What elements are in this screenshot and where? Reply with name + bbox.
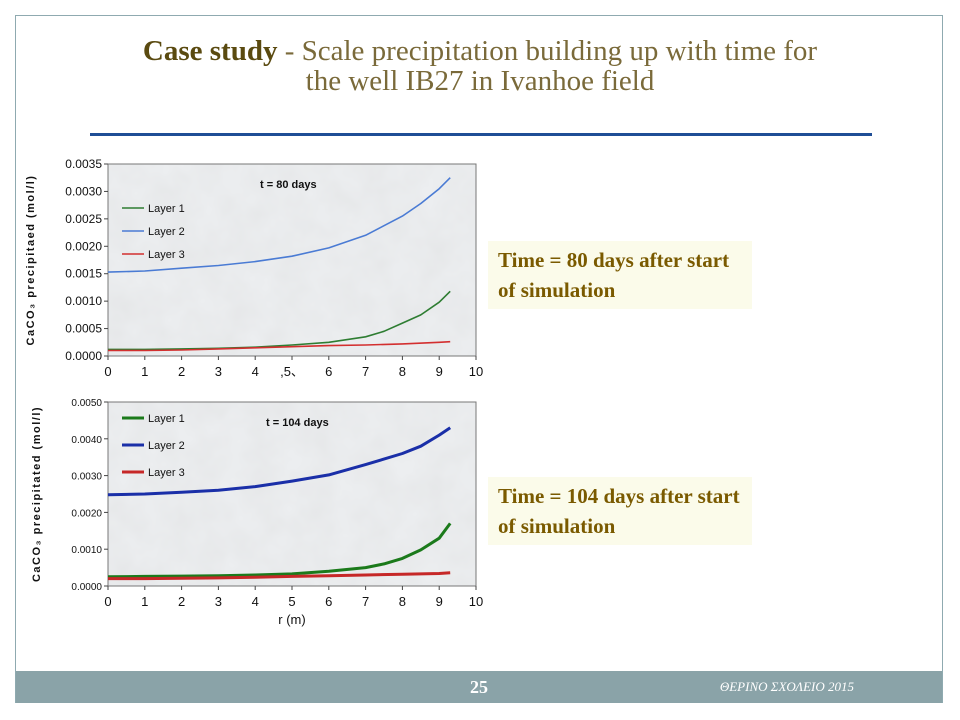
x-tick-label: ,5、 bbox=[280, 364, 304, 379]
chart-104-days: 0.0000 0.0010 0.0020 0.0030 0.0040 0.0050 0 1 2 3… bbox=[20, 392, 490, 647]
x-tick-label: 1 bbox=[141, 364, 148, 379]
series-line-layer-1 bbox=[108, 290, 451, 351]
chart-104-days-svg: 0.0000 0.0010 0.0020 0.0030 0.0040 0.0050 0 1 2 3… bbox=[31, 398, 483, 627]
y-tick-label: 0.0000 bbox=[71, 582, 102, 593]
caption-80-days: Time = 80 days after start of simulation bbox=[488, 241, 752, 309]
x-tick-label: 6 bbox=[325, 364, 332, 379]
x-tick-label: 7 bbox=[362, 364, 369, 379]
y-tick-label: 0.0035 bbox=[65, 157, 102, 171]
title-rule bbox=[90, 133, 872, 136]
x-tick-label: 4 bbox=[252, 594, 259, 609]
legend-label-layer-3: Layer 3 bbox=[148, 467, 185, 479]
footer-bar: 25 ΘΕΡΙΝΟ ΣΧΟΛΕΙΟ 2015 bbox=[16, 671, 942, 703]
title-rest-line1: - Scale precipitation building up with t… bbox=[277, 35, 818, 67]
series-line-layer-2 bbox=[107, 426, 452, 497]
y-axis-label: CaCO₃ precipitated (mol/l) bbox=[31, 406, 43, 582]
footer-text: ΘΕΡΙΝΟ ΣΧΟΛΕΙΟ 2015 bbox=[719, 679, 854, 694]
legend-label-layer-2: Layer 2 bbox=[148, 440, 185, 452]
x-tick-label: 9 bbox=[436, 594, 443, 609]
x-tick-label: 6 bbox=[325, 594, 332, 609]
y-tick-label: 0.0025 bbox=[65, 212, 102, 226]
x-tick-label: 8 bbox=[399, 594, 406, 609]
legend-label-layer-1: Layer 1 bbox=[148, 413, 185, 425]
chart-80-days-svg: 0.0000 0.0005 0.0010 0.0015 0.0020 0.0025 0.00… bbox=[25, 157, 483, 379]
y-tick-label: 0.0020 bbox=[65, 239, 102, 253]
y-tick-label: 0.0020 bbox=[71, 508, 102, 519]
y-tick-label: 0.0010 bbox=[65, 294, 102, 308]
title-strong: Case study bbox=[142, 35, 278, 67]
caption-104-days: Time = 104 days after start of simulatio… bbox=[488, 477, 752, 545]
slide-title: Case study - Scale precipitation buildin… bbox=[40, 36, 920, 96]
legend-label-layer-3: Layer 3 bbox=[148, 249, 185, 261]
series-line-layer-3 bbox=[108, 571, 451, 581]
y-tick-label: 0.0005 bbox=[65, 322, 102, 336]
plot-texture bbox=[108, 164, 476, 356]
y-tick-label: 0.0000 bbox=[65, 349, 102, 363]
x-tick-label: 0 bbox=[104, 364, 111, 379]
y-tick-label: 0.0010 bbox=[71, 545, 102, 556]
time-annotation: t = 104 days bbox=[266, 417, 329, 429]
page-number: 25 bbox=[470, 677, 488, 697]
x-tick-label: 1 bbox=[141, 594, 148, 609]
chart-80-days: 0.0000 0.0005 0.0010 0.0015 0.0020 0.0025 0.00… bbox=[20, 152, 490, 397]
y-tick-label: 0.0030 bbox=[65, 184, 102, 198]
x-tick-label: 2 bbox=[178, 364, 185, 379]
legend-label-layer-1: Layer 1 bbox=[148, 203, 185, 215]
x-tick-label: 4 bbox=[252, 364, 259, 379]
y-axis-label: CaCO₃ precipitaed (mol/l) bbox=[25, 175, 37, 346]
x-tick-label: 3 bbox=[215, 594, 222, 609]
x-tick-label: 7 bbox=[362, 594, 369, 609]
x-tick-label: 8 bbox=[399, 364, 406, 379]
x-tick-label: 0 bbox=[104, 594, 111, 609]
x-tick-label: 5 bbox=[288, 594, 295, 609]
legend-label-layer-2: Layer 2 bbox=[148, 226, 185, 238]
series-line-layer-1 bbox=[107, 522, 452, 579]
x-tick-label: 9 bbox=[436, 364, 443, 379]
y-tick-label: 0.0050 bbox=[71, 398, 102, 409]
x-tick-label: 2 bbox=[178, 594, 185, 609]
y-tick-label: 0.0040 bbox=[71, 435, 102, 446]
slide-frame bbox=[15, 15, 943, 703]
time-annotation: t = 80 days bbox=[260, 179, 317, 191]
x-tick-label: 10 bbox=[469, 364, 483, 379]
x-axis-label: r (m) bbox=[278, 612, 305, 627]
y-tick-label: 0.0030 bbox=[71, 472, 102, 483]
title-line2: the well IB27 in Ivanhoe field bbox=[305, 65, 655, 97]
x-tick-label: 10 bbox=[469, 594, 483, 609]
x-tick-label: 3 bbox=[215, 364, 222, 379]
series-line-layer-2 bbox=[107, 177, 451, 273]
y-tick-label: 0.0015 bbox=[65, 267, 102, 281]
series-line-layer-3 bbox=[108, 340, 451, 352]
